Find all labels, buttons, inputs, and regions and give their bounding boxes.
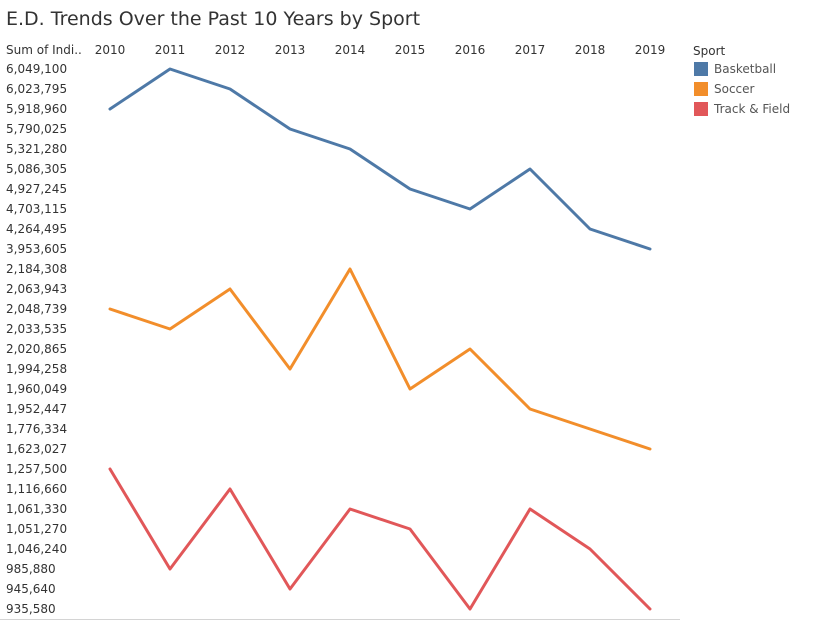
chart-title: E.D. Trends Over the Past 10 Years by Sp… (6, 8, 420, 30)
y-tick-label: 1,994,258 (6, 362, 67, 376)
y-tick-label: 5,918,960 (6, 102, 67, 116)
y-tick-label: 1,051,270 (6, 522, 67, 536)
legend-swatch (694, 102, 708, 116)
series-line-track-field[interactable] (108, 467, 652, 611)
legend-label[interactable]: Basketball (714, 62, 776, 76)
y-tick-label: 1,046,240 (6, 542, 67, 556)
x-tick-label: 2014 (335, 43, 366, 57)
legend-title: Sport (693, 44, 726, 58)
y-tick-label: 4,927,245 (6, 182, 67, 196)
y-tick-label: 5,321,280 (6, 142, 67, 156)
y-tick-label: 2,048,739 (6, 302, 67, 316)
x-tick-label: 2012 (215, 43, 246, 57)
y-tick-label: 1,952,447 (6, 402, 67, 416)
y-tick-label: 985,880 (6, 562, 56, 576)
x-tick-label: 2011 (155, 43, 186, 57)
y-axis-label: Sum of Indi.. (6, 43, 82, 57)
y-tick-label: 5,086,305 (6, 162, 67, 176)
y-tick-label: 2,033,535 (6, 322, 67, 336)
y-tick-label: 3,953,605 (6, 242, 67, 256)
x-tick-label: 2018 (575, 43, 606, 57)
y-tick-label: 1,960,049 (6, 382, 67, 396)
y-tick-label: 5,790,025 (6, 122, 67, 136)
x-tick-label: 2015 (395, 43, 426, 57)
series-line-basketball[interactable] (108, 67, 652, 251)
x-tick-label: 2019 (635, 43, 666, 57)
y-tick-label: 6,049,100 (6, 62, 67, 76)
y-tick-label: 6,023,795 (6, 82, 67, 96)
y-tick-label: 945,640 (6, 582, 56, 596)
y-tick-label: 2,184,308 (6, 262, 67, 276)
legend-swatch (694, 82, 708, 96)
y-tick-label: 4,264,495 (6, 222, 67, 236)
x-tick-label: 2016 (455, 43, 486, 57)
y-tick-label: 1,061,330 (6, 502, 67, 516)
plot-area (108, 67, 652, 611)
y-tick-label: 935,580 (6, 602, 56, 616)
legend-label[interactable]: Track & Field (713, 102, 790, 116)
x-axis: 2010 2011 2012 2013 2014 2015 2016 2017 2018 2019 (95, 43, 666, 57)
y-tick-label: 1,776,334 (6, 422, 67, 436)
y-tick-label: 1,257,500 (6, 462, 67, 476)
x-tick-label: 2017 (515, 43, 546, 57)
y-axis: 6,049,100 6,023,795 5,918,960 5,790,025 5,32… (6, 62, 67, 616)
legend[interactable]: Sport Basketball Soccer Track & Field (693, 44, 790, 116)
y-tick-label: 2,020,865 (6, 342, 67, 356)
y-tick-label: 1,623,027 (6, 442, 67, 456)
y-tick-label: 4,703,115 (6, 202, 67, 216)
y-tick-label: 1,116,660 (6, 482, 67, 496)
legend-label[interactable]: Soccer (714, 82, 755, 96)
series-line-soccer[interactable] (108, 267, 652, 451)
y-tick-label: 2,063,943 (6, 282, 67, 296)
x-tick-label: 2013 (275, 43, 306, 57)
x-tick-label: 2010 (95, 43, 126, 57)
legend-swatch (694, 62, 708, 76)
